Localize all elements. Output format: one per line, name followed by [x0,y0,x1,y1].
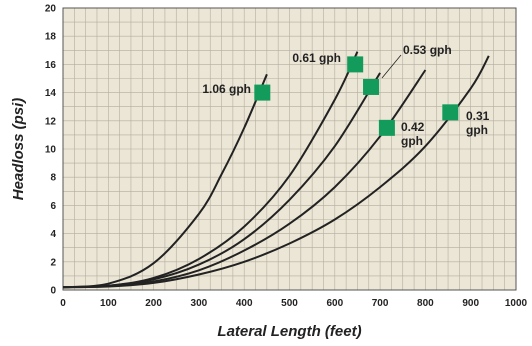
y-tick-label: 2 [50,257,56,268]
x-tick-label: 500 [281,298,298,309]
series-group: 1.06 gph 0.61 gph 0.53 gph 0.42 gph 0.31 gph [62,43,490,289]
series-031-gph: 0.31 gph [62,55,490,289]
x-tick-label: 400 [236,298,253,309]
y-tick-label: 0 [50,286,56,297]
series-label-031-gph: 0.31 gph [466,109,490,137]
y-axis-ticks: 0 2 4 6 8 10 12 14 16 18 20 [45,4,57,297]
series-label-061-gph: 0.61 gph [292,51,341,65]
y-tick-label: 6 [50,201,56,212]
plot-frame [62,7,517,291]
y-tick-label: 10 [45,145,57,156]
y-tick-label: 20 [45,4,57,15]
x-tick-label: 800 [417,298,434,309]
series-label-106-gph: 1.06 gph [202,82,251,96]
x-tick-label: 600 [326,298,343,309]
leader-line-053-gph [381,54,402,79]
x-tick-label: 700 [372,298,389,309]
x-tick-label: 900 [462,298,479,309]
x-axis-title: Lateral Length (feet) [217,323,361,340]
marker-031-gph [442,104,459,121]
marker-106-gph [254,84,271,101]
x-tick-label: 0 [60,298,66,309]
marker-053-gph [363,78,380,95]
y-tick-label: 12 [45,116,57,127]
curve-106-gph [62,73,268,289]
x-tick-label: 200 [145,298,162,309]
y-tick-label: 18 [45,32,57,43]
x-axis-ticks: 0 100 200 300 400 500 600 700 800 900 1000 [60,298,527,309]
series-106-gph: 1.06 gph [62,73,271,289]
curve-031-gph [62,55,490,289]
x-tick-label: 300 [191,298,208,309]
y-tick-label: 16 [45,60,57,71]
series-label-042-gph: 0.42 gph [401,120,425,148]
y-tick-label: 14 [45,88,57,99]
marker-061-gph [347,56,364,73]
series-label-053-gph: 0.53 gph [403,43,452,57]
marker-042-gph [378,119,395,136]
y-tick-label: 8 [50,173,56,184]
y-tick-label: 4 [50,229,56,240]
x-tick-label: 1000 [505,298,528,309]
x-tick-label: 100 [100,298,117,309]
y-axis-title: Headloss (psi) [10,98,27,201]
